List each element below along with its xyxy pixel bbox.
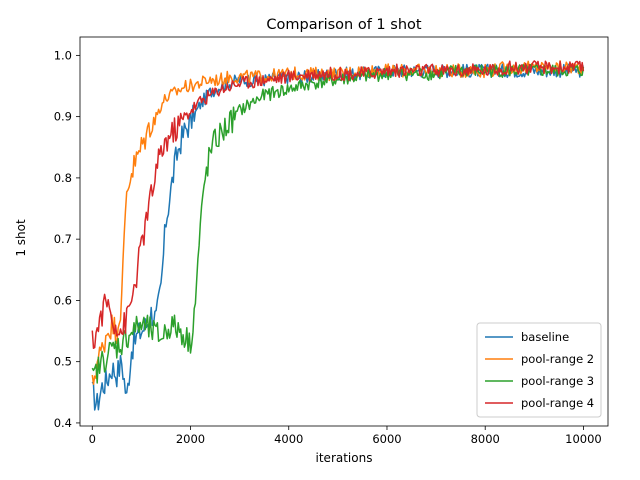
x-tick-label: 8000 [471, 432, 500, 446]
legend-label: pool-range 3 [521, 374, 594, 388]
x-tick-label: 6000 [372, 432, 401, 446]
x-axis-label: iterations [316, 451, 373, 465]
y-axis-label: 1 shot [14, 219, 28, 257]
x-tick-label: 2000 [176, 432, 205, 446]
plot-area [79, 36, 609, 427]
y-tick-label: 0.7 [54, 232, 72, 246]
chart-title: Comparison of 1 shot [266, 17, 421, 33]
y-tick-label: 0.4 [54, 416, 72, 430]
series-line-pool-range-2 [91, 60, 585, 385]
y-tick-label: 0.6 [54, 293, 72, 307]
x-tick-label: 4000 [274, 432, 303, 446]
y-tick-label: 1.0 [54, 48, 72, 62]
legend-label: baseline [521, 330, 569, 344]
legend: baseline pool-range 2 pool-range 3 pool-ran… [476, 322, 602, 418]
y-tick-label: 0.5 [54, 355, 72, 369]
x-axis: 0 2000 4000 6000 8000 10000 [89, 426, 602, 446]
axes-frame [79, 36, 609, 427]
y-tick-label: 0.8 [54, 171, 72, 185]
series-line-pool-range-4 [91, 60, 585, 350]
x-tick-label: 0 [89, 432, 96, 446]
legend-box [476, 322, 602, 418]
y-axis: 0.4 0.5 0.6 0.7 0.8 0.9 1.0 [54, 48, 80, 430]
legend-label: pool-range 4 [521, 396, 594, 410]
y-tick-label: 0.9 [54, 110, 72, 124]
x-tick-label: 10000 [565, 432, 602, 446]
series-line-pool-range-3 [91, 63, 585, 384]
legend-label: pool-range 2 [521, 352, 594, 366]
